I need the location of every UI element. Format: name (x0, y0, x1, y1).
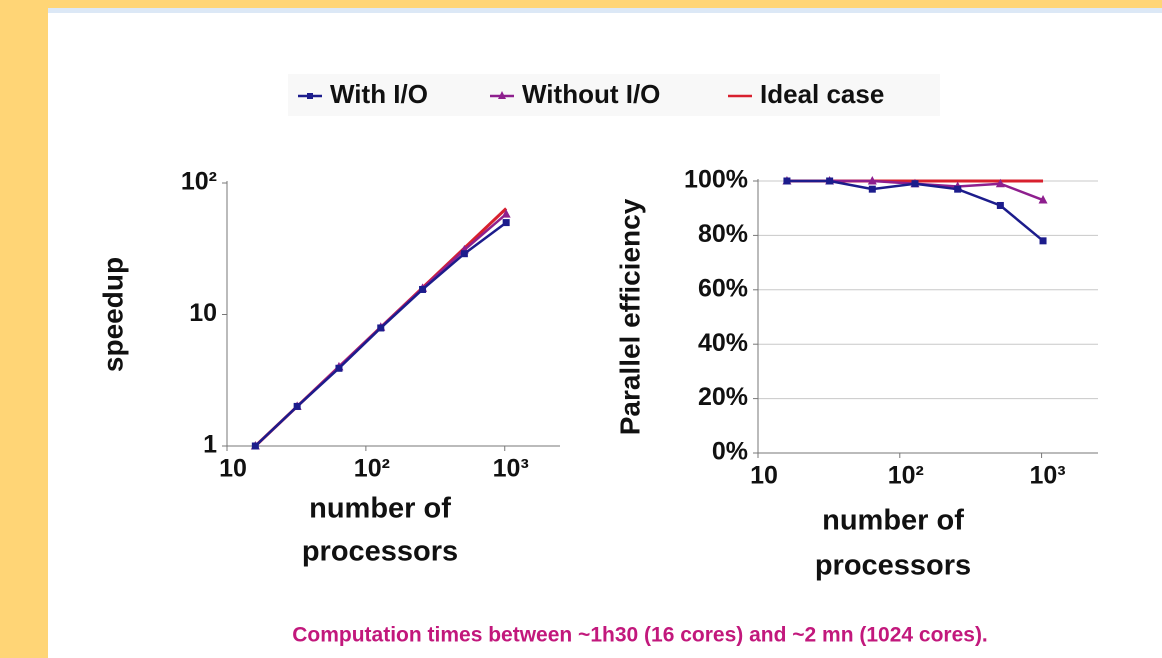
legend-marker (307, 93, 313, 99)
marker (251, 442, 259, 450)
marker (377, 324, 385, 332)
x-tick-label: 10 (750, 462, 778, 490)
marker (867, 176, 877, 185)
y-axis-label: Parallel efficiency (614, 198, 645, 435)
x-axis-label: number of (309, 493, 451, 525)
y-tick-label: 60% (698, 274, 748, 302)
y-tick-label: 1 (203, 431, 217, 459)
x-axis-label: number of (822, 505, 964, 537)
y-tick-label: 40% (698, 329, 748, 357)
x-tick-label: 10² (354, 455, 390, 483)
marker (335, 364, 343, 372)
y-tick-label: 100% (684, 166, 748, 194)
marker (996, 201, 1004, 209)
y-tick-label: 10 (189, 299, 217, 327)
legend-marker (498, 91, 506, 99)
legend-label: Ideal case (760, 79, 884, 109)
marker (783, 177, 791, 185)
marker (419, 285, 427, 293)
legend-box (288, 74, 940, 116)
legend-label: Without I/O (522, 79, 660, 109)
x-tick-label: 10³ (493, 455, 529, 483)
x-tick-label: 10 (219, 455, 247, 483)
y-tick-label: 0% (712, 438, 748, 466)
x-axis-label: processors (302, 536, 458, 568)
x-tick-label: 10² (888, 462, 924, 490)
marker (501, 209, 511, 218)
y-tick-label: 20% (698, 383, 748, 411)
marker (293, 402, 301, 410)
marker (1039, 237, 1047, 245)
y-tick-label: 80% (698, 220, 748, 248)
caption: Computation times between ~1h30 (16 core… (292, 624, 988, 647)
slide-background (48, 8, 1162, 658)
marker (460, 250, 468, 258)
marker (954, 185, 962, 193)
x-tick-label: 10³ (1030, 462, 1066, 490)
top-rule (48, 8, 1162, 13)
marker (826, 177, 834, 185)
legend-label: With I/O (330, 79, 428, 109)
y-axis-label: speedup (97, 257, 128, 372)
marker (911, 180, 919, 188)
marker (502, 219, 510, 227)
marker (1038, 195, 1048, 204)
marker (868, 185, 876, 193)
marker (995, 178, 1005, 188)
x-axis-label: processors (815, 550, 971, 582)
y-tick-label: 10² (181, 168, 217, 196)
